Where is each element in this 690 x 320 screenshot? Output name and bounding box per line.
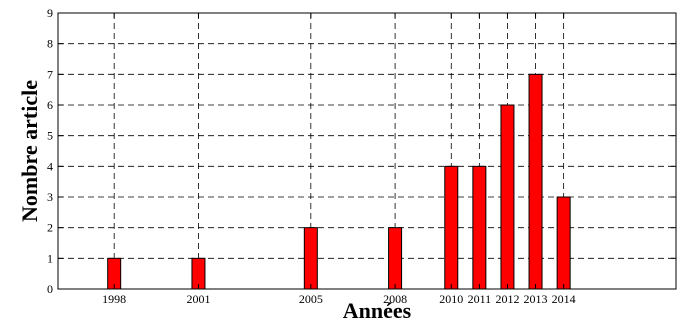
bar <box>444 165 459 290</box>
y-tick-label: 0 <box>47 282 53 296</box>
y-tick-label: 4 <box>47 159 53 173</box>
x-tick-label: 2005 <box>299 292 323 306</box>
bar <box>500 104 515 290</box>
x-tick-label: 2012 <box>495 292 519 306</box>
y-tick-label: 5 <box>47 129 53 143</box>
grid <box>58 13 676 289</box>
x-tick-label: 2011 <box>468 292 492 306</box>
y-tick-label: 9 <box>47 6 53 20</box>
plot-frame <box>57 12 677 290</box>
bar <box>528 73 543 290</box>
x-tick-label: 2001 <box>186 292 210 306</box>
y-tick-label: 7 <box>47 67 53 81</box>
bar <box>303 227 318 290</box>
x-axis-label: Années <box>343 298 412 320</box>
y-tick-label: 8 <box>47 37 53 51</box>
y-axis-label: Nombre article <box>17 80 42 222</box>
y-tick-label: 6 <box>47 98 53 112</box>
bar <box>388 227 403 290</box>
x-tick-label: 2013 <box>524 292 548 306</box>
x-tick-label: 2010 <box>439 292 463 306</box>
y-axis-ticks: 0 1 2 3 4 5 6 7 8 9 <box>47 6 676 296</box>
y-tick-label: 1 <box>47 251 53 265</box>
bars <box>107 73 571 290</box>
y-tick-label: 3 <box>47 190 53 204</box>
x-tick-label: 1998 <box>102 292 126 306</box>
x-axis-ticks: 1998 2001 2005 2008 2010 2011 2012 2013 2014 <box>102 13 576 306</box>
x-tick-label: 2014 <box>552 292 576 306</box>
bar <box>472 165 487 290</box>
y-tick-label: 2 <box>47 221 53 235</box>
bar <box>556 196 571 290</box>
x-tick-label: 2008 <box>383 292 407 306</box>
